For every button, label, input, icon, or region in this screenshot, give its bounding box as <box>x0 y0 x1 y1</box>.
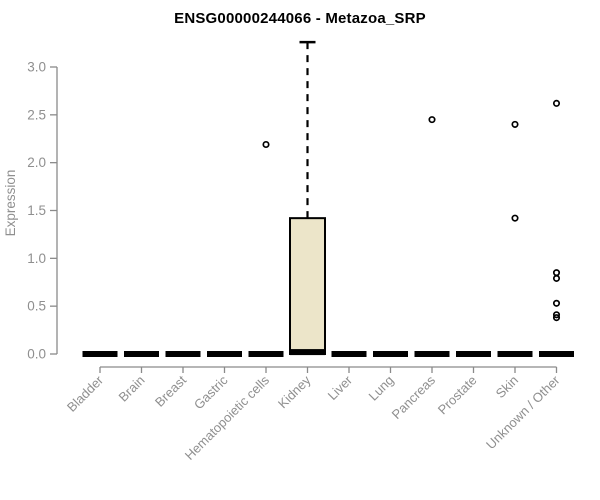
y-tick-label: 2.5 <box>27 107 46 122</box>
median-bar <box>539 351 574 357</box>
box-kidney <box>289 217 326 355</box>
x-tick-label: Liver <box>325 372 356 403</box>
y-tick-label: 1.5 <box>27 203 46 218</box>
x-tick-label: Skin <box>493 373 521 401</box>
outlier-point <box>428 116 436 124</box>
outlier-point <box>552 274 561 282</box>
median-bar <box>124 351 159 357</box>
chart-title: ENSG00000244066 - Metazoa_SRP <box>174 10 426 27</box>
median-bar <box>290 349 325 356</box>
y-axis-title: Expression <box>3 170 18 237</box>
outlier-point <box>552 299 561 307</box>
median-bar <box>373 351 408 357</box>
outlier-point <box>552 314 561 322</box>
y-tick-label: 2.0 <box>27 155 46 170</box>
median-bar <box>82 351 118 357</box>
x-tick-label: Breast <box>152 372 189 409</box>
median-bar <box>456 351 491 357</box>
outlier-point <box>511 120 519 128</box>
y-tick-label: 0.5 <box>27 299 46 314</box>
outlier-point <box>552 99 561 107</box>
median-bar <box>331 351 367 357</box>
y-tick-label: 0.0 <box>27 347 46 362</box>
x-tick-label: Unknown / Other <box>483 372 563 452</box>
x-tick-label: Lung <box>366 373 397 404</box>
x-tick-label: Kidney <box>275 372 314 411</box>
median-bar <box>207 351 242 357</box>
median-bar <box>165 351 201 357</box>
x-tick-label: Bladder <box>64 372 107 415</box>
outlier-point <box>552 269 561 277</box>
y-tick-label: 3.0 <box>27 60 46 75</box>
outlier-point <box>552 311 561 319</box>
median-bar <box>414 351 450 357</box>
x-tick-label: Pancreas <box>389 372 439 422</box>
x-tick-label: Gastric <box>191 372 231 412</box>
outlier-point <box>262 140 270 149</box>
median-bar <box>497 351 533 357</box>
x-tick-label: Brain <box>116 373 148 405</box>
x-tick-label: Prostate <box>435 373 480 418</box>
median-bar <box>248 351 284 357</box>
y-tick-label: 1.0 <box>27 251 46 266</box>
outlier-point <box>511 214 519 222</box>
